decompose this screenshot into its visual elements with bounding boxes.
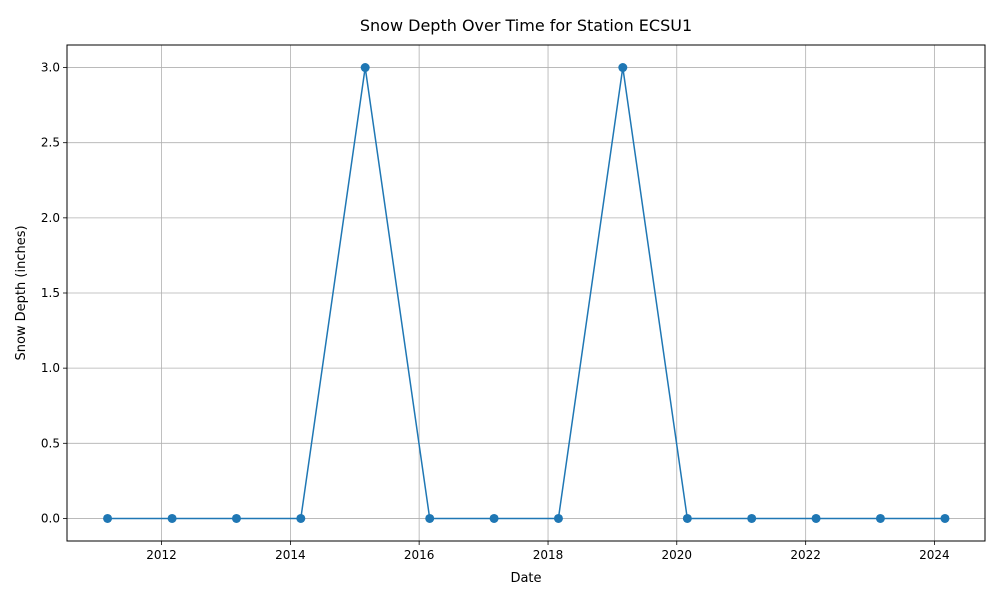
data-point	[682, 513, 692, 523]
data-point	[167, 513, 177, 523]
x-tick-label: 2012	[146, 548, 177, 562]
series-line	[107, 67, 945, 520]
grid-lines	[67, 45, 985, 541]
x-tick-label: 2016	[404, 548, 435, 562]
y-tick-label: 1.0	[41, 361, 60, 375]
chart-title: Snow Depth Over Time for Station ECSU1	[360, 16, 692, 35]
marker-layer	[103, 63, 950, 523]
data-point	[425, 513, 435, 523]
y-tick-label: 0.0	[41, 511, 60, 525]
data-point	[875, 513, 885, 523]
data-point	[360, 63, 370, 73]
x-tick-label: 2018	[533, 548, 564, 562]
x-axis-label: Date	[510, 571, 541, 586]
data-point	[489, 513, 499, 523]
y-tick-label: 2.0	[41, 211, 60, 225]
x-tick-label: 2014	[275, 548, 306, 562]
y-tick-label: 2.5	[41, 136, 60, 150]
x-tick-label: 2020	[661, 548, 692, 562]
data-point	[747, 513, 757, 523]
tick-layer: 2012 2014 2016 2018 2020 2022 2024 0.0 0.5 1.0 1.5…	[41, 61, 950, 562]
data-point	[618, 63, 628, 73]
y-axis-label: Snow Depth (inches)	[14, 225, 29, 360]
data-point	[940, 513, 950, 523]
data-point	[811, 513, 821, 523]
data-point	[553, 513, 563, 523]
x-tick-label: 2022	[790, 548, 821, 562]
series-layer	[107, 67, 945, 520]
y-tick-label: 0.5	[41, 436, 60, 450]
data-point	[231, 513, 241, 523]
y-tick-label: 3.0	[41, 61, 60, 75]
data-point	[296, 513, 306, 523]
x-tick-label: 2024	[919, 548, 950, 562]
y-tick-label: 1.5	[41, 286, 60, 300]
data-point	[103, 513, 113, 523]
